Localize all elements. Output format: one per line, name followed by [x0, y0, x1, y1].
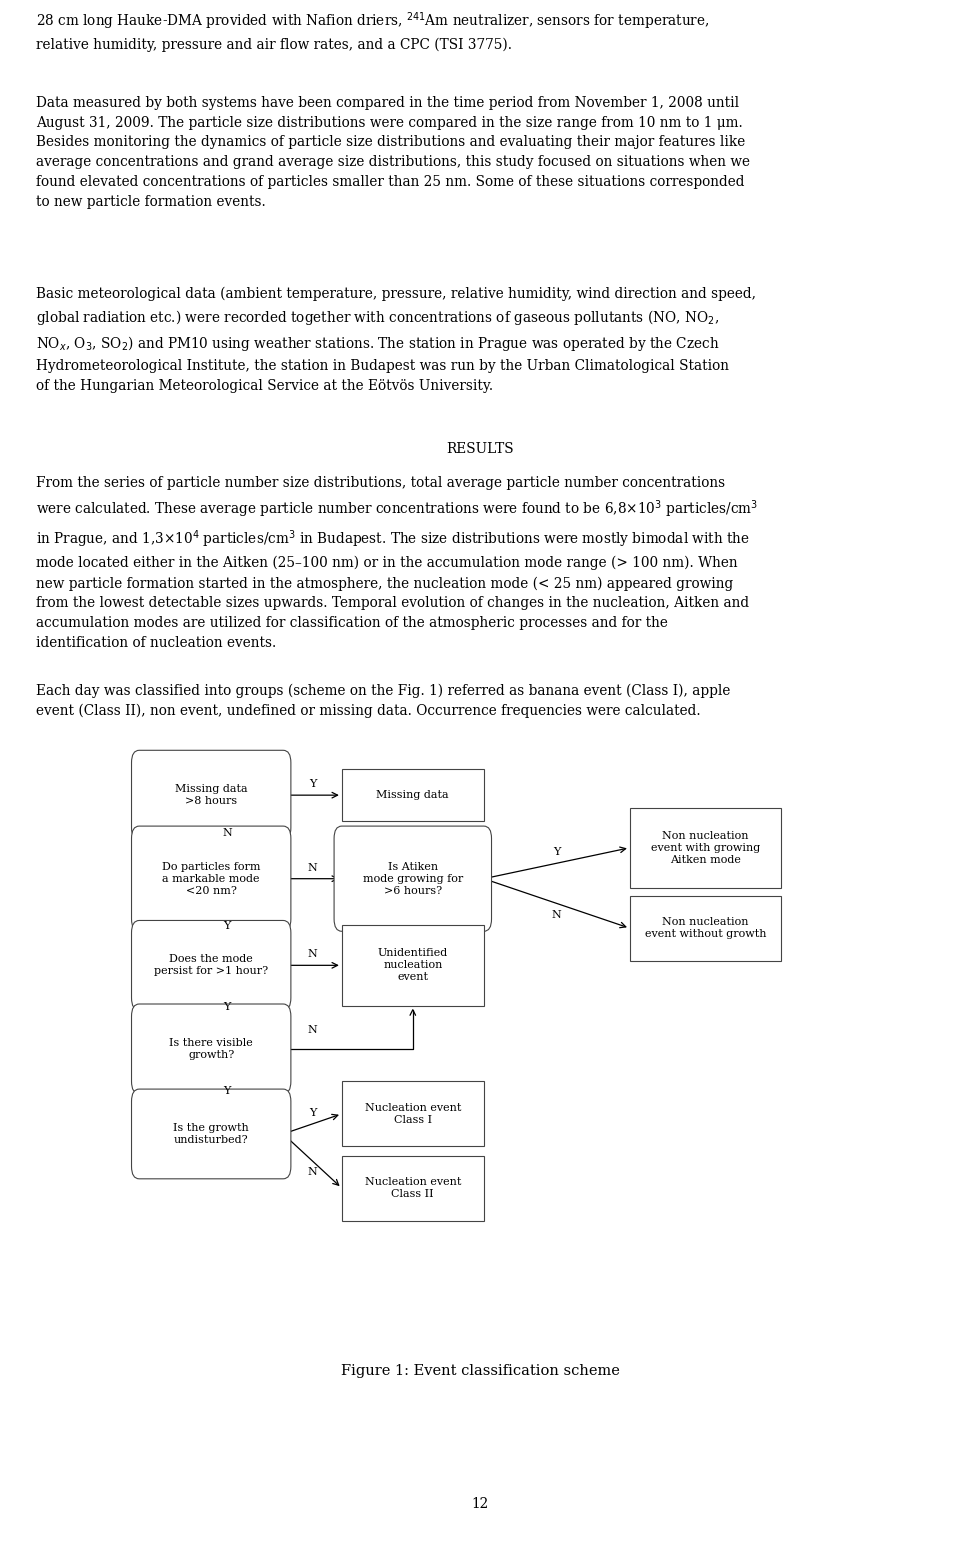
Text: 12: 12	[471, 1497, 489, 1511]
FancyBboxPatch shape	[132, 1004, 291, 1094]
FancyBboxPatch shape	[132, 920, 291, 1010]
Text: Is Atiken
mode growing for
>6 hours?: Is Atiken mode growing for >6 hours?	[363, 862, 463, 896]
Text: Non nucleation
event with growing
Aitken mode: Non nucleation event with growing Aitken…	[651, 831, 760, 865]
Text: Do particles form
a markable mode
<20 nm?: Do particles form a markable mode <20 nm…	[162, 862, 260, 896]
Text: Non nucleation
event without growth: Non nucleation event without growth	[645, 917, 766, 939]
Text: N: N	[307, 950, 318, 959]
Text: Figure 1: Event classification scheme: Figure 1: Event classification scheme	[341, 1364, 619, 1378]
Bar	[630, 808, 781, 888]
FancyBboxPatch shape	[132, 826, 291, 931]
FancyBboxPatch shape	[334, 826, 492, 931]
Text: Y: Y	[223, 1086, 230, 1097]
Text: Nucleation event
Class II: Nucleation event Class II	[365, 1177, 461, 1199]
Bar	[630, 896, 781, 961]
Text: Missing data: Missing data	[376, 791, 449, 800]
Text: Y: Y	[309, 780, 316, 789]
FancyBboxPatch shape	[132, 1089, 291, 1179]
Text: Y: Y	[309, 1108, 316, 1117]
Text: Is the growth
undisturbed?: Is the growth undisturbed?	[174, 1123, 249, 1145]
Text: 28 cm long Hauke-DMA provided with Nafion driers, $^{241}$Am neutralizer, sensor: 28 cm long Hauke-DMA provided with Nafio…	[36, 9, 710, 53]
Bar	[342, 925, 484, 1006]
Text: From the series of particle number size distributions, total average particle nu: From the series of particle number size …	[36, 476, 758, 650]
Text: N: N	[307, 863, 318, 873]
Bar	[342, 769, 484, 821]
Text: RESULTS: RESULTS	[446, 442, 514, 456]
Text: Unidentified
nucleation
event: Unidentified nucleation event	[377, 948, 448, 982]
Text: Y: Y	[223, 920, 230, 931]
Text: Is there visible
growth?: Is there visible growth?	[169, 1038, 253, 1060]
Text: Y: Y	[553, 848, 561, 857]
Text: Nucleation event
Class I: Nucleation event Class I	[365, 1103, 461, 1125]
Text: Missing data
>8 hours: Missing data >8 hours	[175, 784, 248, 806]
Text: N: N	[552, 910, 562, 919]
Text: Each day was classified into groups (scheme on the Fig. 1) referred as banana ev: Each day was classified into groups (sch…	[36, 684, 731, 718]
Text: Y: Y	[223, 1002, 230, 1012]
Text: N: N	[223, 828, 232, 838]
Text: Basic meteorological data (ambient temperature, pressure, relative humidity, win: Basic meteorological data (ambient tempe…	[36, 286, 756, 393]
Bar	[342, 1081, 484, 1146]
Text: Does the mode
persist for >1 hour?: Does the mode persist for >1 hour?	[155, 954, 268, 976]
Text: Data measured by both systems have been compared in the time period from Novembe: Data measured by both systems have been …	[36, 96, 751, 209]
Bar	[342, 1156, 484, 1221]
Text: N: N	[307, 1026, 317, 1035]
FancyBboxPatch shape	[132, 750, 291, 840]
Text: N: N	[307, 1166, 318, 1177]
